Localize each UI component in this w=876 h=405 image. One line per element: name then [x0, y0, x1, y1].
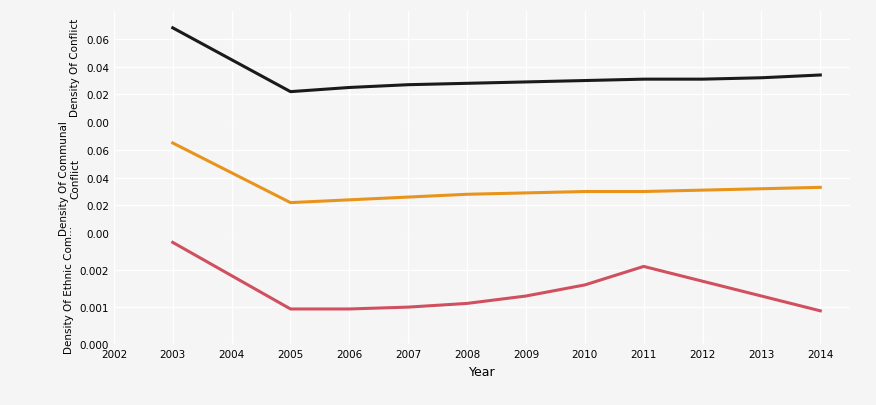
Y-axis label: Density Of Communal
Conflict: Density Of Communal Conflict: [59, 121, 81, 235]
Y-axis label: Density Of Conflict: Density Of Conflict: [70, 19, 81, 117]
Y-axis label: Density Of Ethnic Com...: Density Of Ethnic Com...: [64, 225, 74, 353]
X-axis label: Year: Year: [469, 364, 495, 377]
